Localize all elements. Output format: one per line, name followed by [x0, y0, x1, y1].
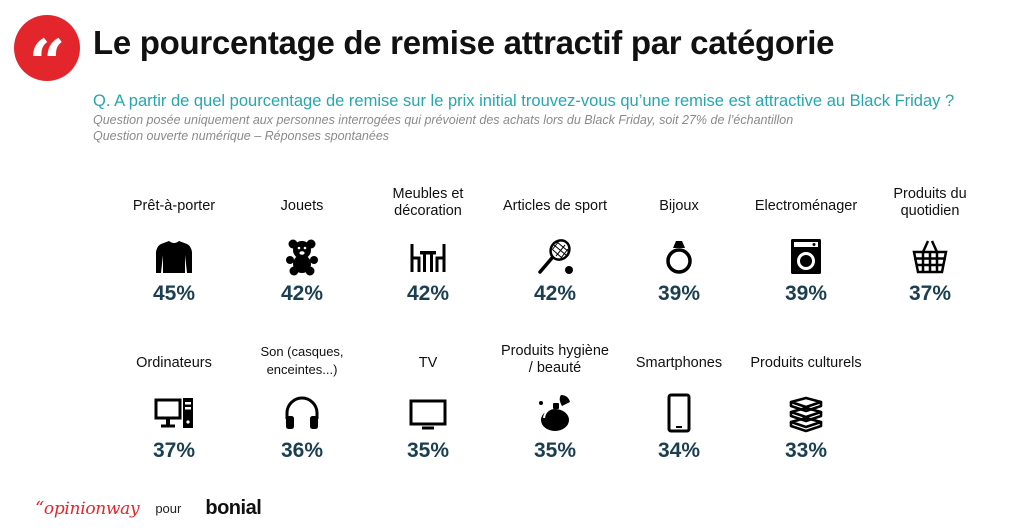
category-label: Articles de sport [503, 198, 607, 214]
bonial-logo: bonial [205, 497, 262, 519]
desktop-computer-icon [154, 398, 193, 428]
category-label: Smartphones [635, 355, 723, 371]
category-cell: Produits du quotidien 37% [865, 186, 995, 330]
tennis-racket-icon [538, 239, 573, 274]
tv-icon [409, 399, 447, 430]
perfume-bottle-icon [539, 395, 570, 431]
shopping-basket-icon [912, 240, 948, 274]
category-cell: Articles de sport 42% [490, 198, 620, 330]
category-label: Meubles et décoration [392, 186, 464, 219]
quote-badge-logo: “ [14, 15, 80, 96]
category-label: Son (casques, enceintes...) [260, 344, 344, 377]
page-title: Le pourcentage de remise attractif par c… [93, 24, 835, 61]
category-cell: Smartphones 34% [614, 355, 744, 487]
category-value: 35% [533, 439, 577, 462]
category-value: 34% [657, 439, 701, 462]
category-value: 42% [280, 282, 324, 305]
opinionway-logo: “opinionway [35, 498, 140, 519]
category-cell: Jouets 42% [237, 198, 367, 330]
teddy-bear-icon [286, 239, 318, 276]
headphones-icon [285, 396, 319, 429]
category-cell: TV 35% [363, 355, 493, 487]
footer: “opinionway pour bonial [35, 497, 262, 520]
category-value: 42% [406, 282, 450, 305]
category-value: 35% [406, 439, 450, 462]
category-label: TV [418, 355, 438, 371]
category-label: Electroménager [754, 198, 858, 214]
smartphone-icon [667, 393, 691, 433]
category-value: 39% [657, 282, 701, 305]
quote-mark-icon: “ [28, 26, 66, 101]
category-cell: Meubles et décoration 42% [363, 186, 493, 330]
category-value: 36% [280, 439, 324, 462]
category-label: Prêt-à-porter [132, 198, 216, 214]
category-cell: Prêt-à-porter 45% [109, 198, 239, 330]
category-cell: Bijoux 39% [614, 198, 744, 330]
sweater-icon [156, 241, 192, 273]
category-value: 45% [152, 282, 196, 305]
category-cell: Son (casques, enceintes...) 36% [237, 344, 367, 487]
category-value: 37% [152, 439, 196, 462]
category-label: Produits culturels [750, 355, 862, 371]
category-cell: Produits culturels 33% [741, 355, 871, 487]
books-icon [789, 396, 823, 433]
question-text: Q. A partir de quel pourcentage de remis… [93, 92, 955, 110]
category-value: 37% [908, 282, 952, 305]
category-cell: Electroménager 39% [741, 198, 871, 330]
category-label: Jouets [280, 198, 324, 214]
category-label: Produits hygiène / beauté [500, 343, 609, 376]
pour-text: pour [155, 501, 182, 516]
category-cell: Produits hygiène / beauté 35% [490, 343, 620, 487]
table-chairs-icon [410, 244, 446, 272]
category-value: 42% [533, 282, 577, 305]
category-label: Produits du quotidien [893, 186, 967, 219]
category-value: 33% [784, 439, 828, 462]
washing-machine-icon [791, 239, 821, 274]
category-cell: Ordinateurs 37% [109, 355, 239, 487]
sample-note: Question posée uniquement aux personnes … [93, 113, 794, 127]
opinionway-quote-mark: “ [35, 498, 44, 519]
method-note: Question ouverte numérique – Réponses sp… [93, 129, 390, 143]
category-label: Bijoux [659, 198, 699, 214]
opinionway-wordmark: opinionway [43, 499, 140, 519]
category-value: 39% [784, 282, 828, 305]
category-label: Ordinateurs [136, 355, 212, 371]
ring-icon [666, 241, 692, 274]
